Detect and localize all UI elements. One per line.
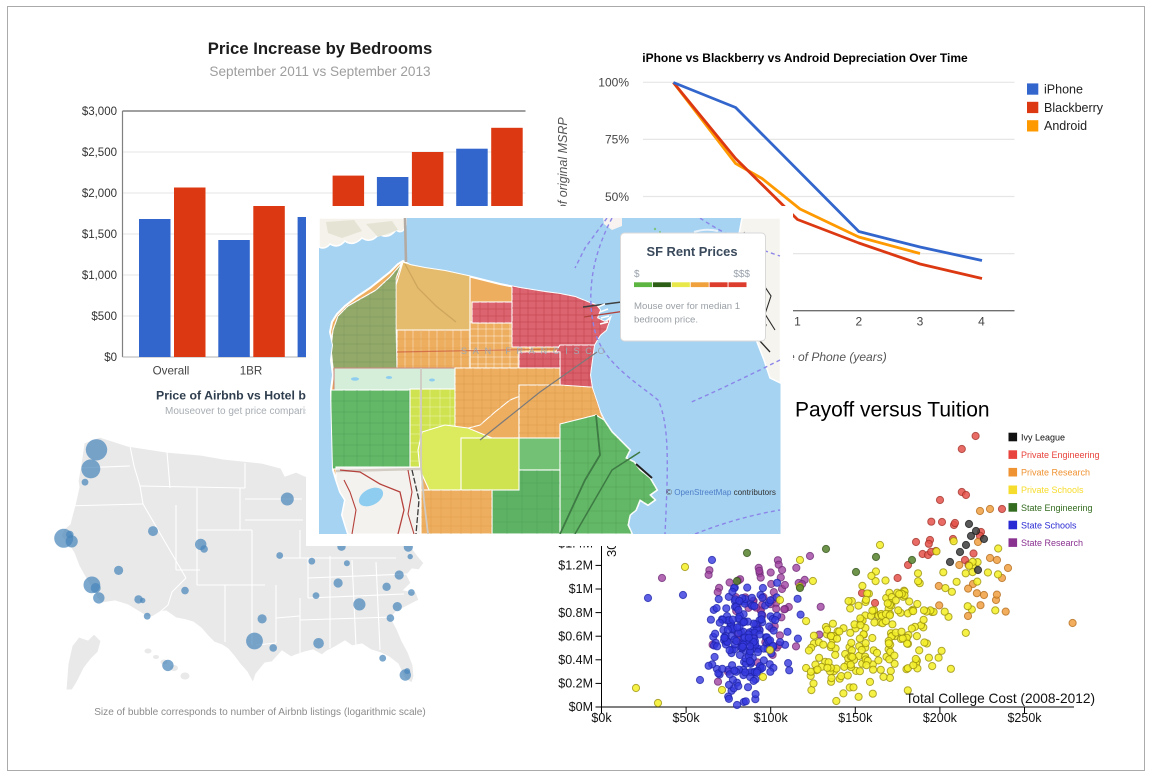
svg-text:$500: $500 bbox=[91, 311, 117, 323]
svg-text:$0k: $0k bbox=[591, 711, 612, 725]
svg-text:$0.4M: $0.4M bbox=[558, 653, 593, 667]
svg-text:$1M: $1M bbox=[569, 582, 593, 596]
svg-text:Overall: Overall bbox=[153, 365, 190, 378]
svg-text:3: 3 bbox=[917, 315, 924, 329]
svg-text:State Schools: State Schools bbox=[1021, 520, 1077, 530]
svg-text:September 2011 vs September 20: September 2011 vs September 2013 bbox=[209, 64, 430, 79]
svg-text:Ivy League: Ivy League bbox=[1021, 432, 1065, 442]
svg-text:$0.2M: $0.2M bbox=[558, 677, 593, 691]
svg-text:$250k: $250k bbox=[1007, 711, 1042, 725]
svg-text:% of original MSRP: % of original MSRP bbox=[556, 117, 570, 226]
svg-text:Private Research: Private Research bbox=[1021, 468, 1090, 478]
svg-text:100%: 100% bbox=[598, 76, 629, 90]
svg-text:Private Schools: Private Schools bbox=[1021, 485, 1084, 495]
svg-text:$1,500: $1,500 bbox=[82, 229, 117, 241]
svg-text:$2,000: $2,000 bbox=[82, 188, 117, 200]
svg-text:State Research: State Research bbox=[1021, 538, 1083, 548]
svg-text:State Engineering: State Engineering bbox=[1021, 503, 1093, 513]
svg-text:Size of bubble corresponds to: Size of bubble corresponds to number of … bbox=[94, 707, 426, 718]
svg-text:$3,000: $3,000 bbox=[82, 106, 117, 118]
svg-text:$1,000: $1,000 bbox=[82, 270, 117, 282]
svg-text:$150k: $150k bbox=[838, 711, 873, 725]
svg-text:Age of Phone (years): Age of Phone (years) bbox=[772, 350, 886, 364]
svg-text:$2,500: $2,500 bbox=[82, 147, 117, 159]
svg-text:Blackberry: Blackberry bbox=[1044, 101, 1104, 115]
svg-text:$200k: $200k bbox=[923, 711, 958, 725]
svg-text:50%: 50% bbox=[605, 190, 629, 204]
svg-text:Price of Airbnb vs Hotel by Ci: Price of Airbnb vs Hotel by City bbox=[156, 389, 340, 403]
svg-text:1BR: 1BR bbox=[240, 365, 263, 378]
svg-text:SAN FRANCISCO: SAN FRANCISCO bbox=[461, 346, 610, 356]
svg-text:© OpenStreetMap contributors: © OpenStreetMap contributors bbox=[666, 488, 776, 497]
svg-text:Price Increase by Bedrooms: Price Increase by Bedrooms bbox=[208, 39, 432, 58]
svg-text:Payoff versus Tuition: Payoff versus Tuition bbox=[795, 399, 990, 422]
svg-text:$$$: $$$ bbox=[733, 269, 750, 280]
svg-text:4: 4 bbox=[978, 315, 985, 329]
svg-text:$0.8M: $0.8M bbox=[558, 606, 593, 620]
svg-text:iPhone vs Blackberry vs Androi: iPhone vs Blackberry vs Android Deprecia… bbox=[642, 51, 968, 65]
svg-text:bedroom price.: bedroom price. bbox=[634, 315, 698, 326]
svg-text:$0: $0 bbox=[104, 352, 117, 364]
svg-text:$1.2M: $1.2M bbox=[558, 559, 593, 573]
svg-text:Android: Android bbox=[1044, 119, 1087, 133]
svg-text:Mouseover to get price compari: Mouseover to get price comparisons by ci… bbox=[165, 406, 357, 417]
svg-text:$0M: $0M bbox=[569, 700, 593, 714]
svg-text:Total College Cost (2008-2012): Total College Cost (2008-2012) bbox=[906, 691, 1095, 706]
svg-text:$50k: $50k bbox=[673, 711, 701, 725]
svg-text:iPhone: iPhone bbox=[1044, 82, 1083, 96]
svg-text:$100k: $100k bbox=[754, 711, 789, 725]
svg-text:$: $ bbox=[634, 269, 640, 280]
svg-text:SF Rent Prices: SF Rent Prices bbox=[647, 244, 738, 259]
svg-text:75%: 75% bbox=[605, 133, 629, 147]
svg-text:1: 1 bbox=[794, 315, 801, 329]
svg-text:2: 2 bbox=[855, 315, 862, 329]
svg-text:Mouse over for median 1: Mouse over for median 1 bbox=[634, 301, 740, 312]
svg-text:Private Engineering: Private Engineering bbox=[1021, 450, 1100, 460]
svg-text:$0.6M: $0.6M bbox=[558, 629, 593, 643]
